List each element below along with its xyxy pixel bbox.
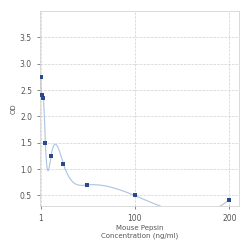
Point [49, 154, 53, 158]
Point [132, 194, 136, 198]
Point [42, 96, 46, 100]
Y-axis label: OD: OD [11, 103, 17, 114]
X-axis label: Mouse Pepsin
Concentration (ng/ml): Mouse Pepsin Concentration (ng/ml) [101, 226, 178, 239]
Point [38, 75, 42, 79]
Point [43, 141, 47, 145]
Point [228, 198, 232, 202]
Point [40, 94, 44, 98]
Point [85, 183, 89, 187]
Point [61, 162, 65, 166]
